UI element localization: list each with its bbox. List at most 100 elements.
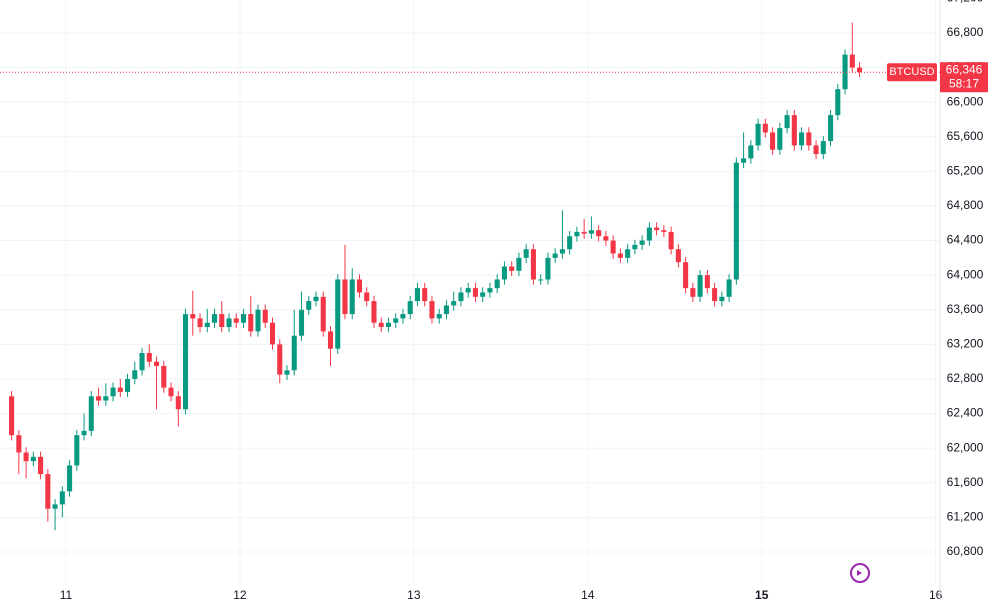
candle-body <box>596 230 602 237</box>
candle-body <box>52 504 58 509</box>
candle-body <box>226 318 232 328</box>
candle-body <box>349 279 355 315</box>
candle-body <box>791 115 797 146</box>
candle-body <box>661 230 667 232</box>
candle-body <box>407 301 413 315</box>
y-tick-label: 65,200 <box>947 164 984 178</box>
candle-body <box>284 370 290 375</box>
candle-body <box>494 279 500 289</box>
candle-body <box>139 353 145 371</box>
candle-body <box>646 227 652 241</box>
candle-body <box>45 474 51 509</box>
candle-body <box>168 387 174 397</box>
y-tick-label: 63,600 <box>947 302 984 316</box>
candle-body <box>414 288 420 302</box>
candle-body <box>784 115 790 129</box>
candle-body <box>697 275 703 297</box>
candle-body <box>371 301 377 323</box>
y-tick-label: 65,600 <box>947 129 984 143</box>
candle-body <box>530 249 536 280</box>
candle-body <box>857 67 863 73</box>
y-tick-label: 62,400 <box>947 406 984 420</box>
y-tick-label: 64,800 <box>947 198 984 212</box>
candle-body <box>480 292 486 297</box>
candle-body <box>298 309 305 336</box>
candle-body <box>422 288 428 302</box>
candle-body <box>110 387 116 397</box>
candle-body <box>269 322 276 345</box>
candle-body <box>675 249 681 263</box>
candle-body <box>161 365 167 388</box>
price-label: 66,346 <box>946 62 983 76</box>
y-tick-label: 62,800 <box>947 371 984 385</box>
candle-body <box>327 331 334 349</box>
candle-body <box>762 123 768 133</box>
candle-body <box>291 335 297 371</box>
candle-body <box>125 378 131 392</box>
candle-body <box>240 314 247 323</box>
candle-body <box>277 344 283 375</box>
candle-body <box>712 288 718 302</box>
candle-body <box>342 279 348 315</box>
candle-body <box>574 231 580 237</box>
candle-body <box>719 296 725 302</box>
candle-body <box>88 396 94 431</box>
candle-body <box>190 314 196 319</box>
y-tick-label: 64,400 <box>947 233 984 247</box>
candle-body <box>313 296 319 302</box>
logo-ring <box>850 563 870 583</box>
candle-body <box>668 231 674 250</box>
candle-body <box>799 132 805 146</box>
candle-body <box>516 257 522 271</box>
x-tick-label: 12 <box>233 588 247 600</box>
candle-body <box>9 396 15 436</box>
candle-body <box>690 288 696 297</box>
candle-body <box>378 322 384 328</box>
x-tick-label: 14 <box>581 588 595 600</box>
candle-body <box>472 288 478 297</box>
candle-body <box>828 115 834 142</box>
candle-body <box>364 292 370 302</box>
x-tick-label: 11 <box>60 588 73 600</box>
candle-body <box>683 262 689 289</box>
candle-body <box>538 279 544 281</box>
candle-body <box>849 54 855 68</box>
candle-body <box>458 292 464 302</box>
candle-body <box>625 249 631 258</box>
y-tick-label: 60,800 <box>947 544 984 558</box>
y-tick-label: 66,000 <box>947 94 984 108</box>
logo-mark <box>857 570 862 576</box>
candle-body <box>835 89 841 116</box>
candle-body <box>777 128 783 150</box>
price-tag <box>940 62 988 93</box>
candle-body <box>211 314 218 323</box>
candle-body <box>117 387 123 392</box>
candle-body <box>74 435 80 466</box>
candle-body <box>81 430 87 436</box>
candle-body <box>248 314 254 332</box>
candle-body <box>385 322 392 328</box>
candle-body <box>770 132 776 150</box>
candle-body <box>733 162 739 280</box>
y-tick-label: 64,000 <box>947 267 984 281</box>
candle-body <box>842 54 848 90</box>
candle-body <box>255 309 261 332</box>
candle-body <box>813 145 819 155</box>
candle-body <box>38 456 44 475</box>
candle-body <box>588 230 594 234</box>
candle-body <box>567 236 573 250</box>
candle-body <box>306 301 312 310</box>
y-tick-label: 61,600 <box>947 475 984 489</box>
candle-body <box>465 288 471 293</box>
y-tick-label: 67,200 <box>947 0 984 5</box>
candle-body <box>335 279 341 349</box>
candle-body <box>154 361 160 366</box>
candle-body <box>523 249 529 258</box>
symbol-label: BTCUSD <box>889 66 934 78</box>
candle-body <box>436 314 442 319</box>
y-tick-label: 62,000 <box>947 440 984 454</box>
candle-body <box>755 123 761 146</box>
countdown-label: 58:17 <box>949 76 979 90</box>
candle-body <box>262 309 268 323</box>
